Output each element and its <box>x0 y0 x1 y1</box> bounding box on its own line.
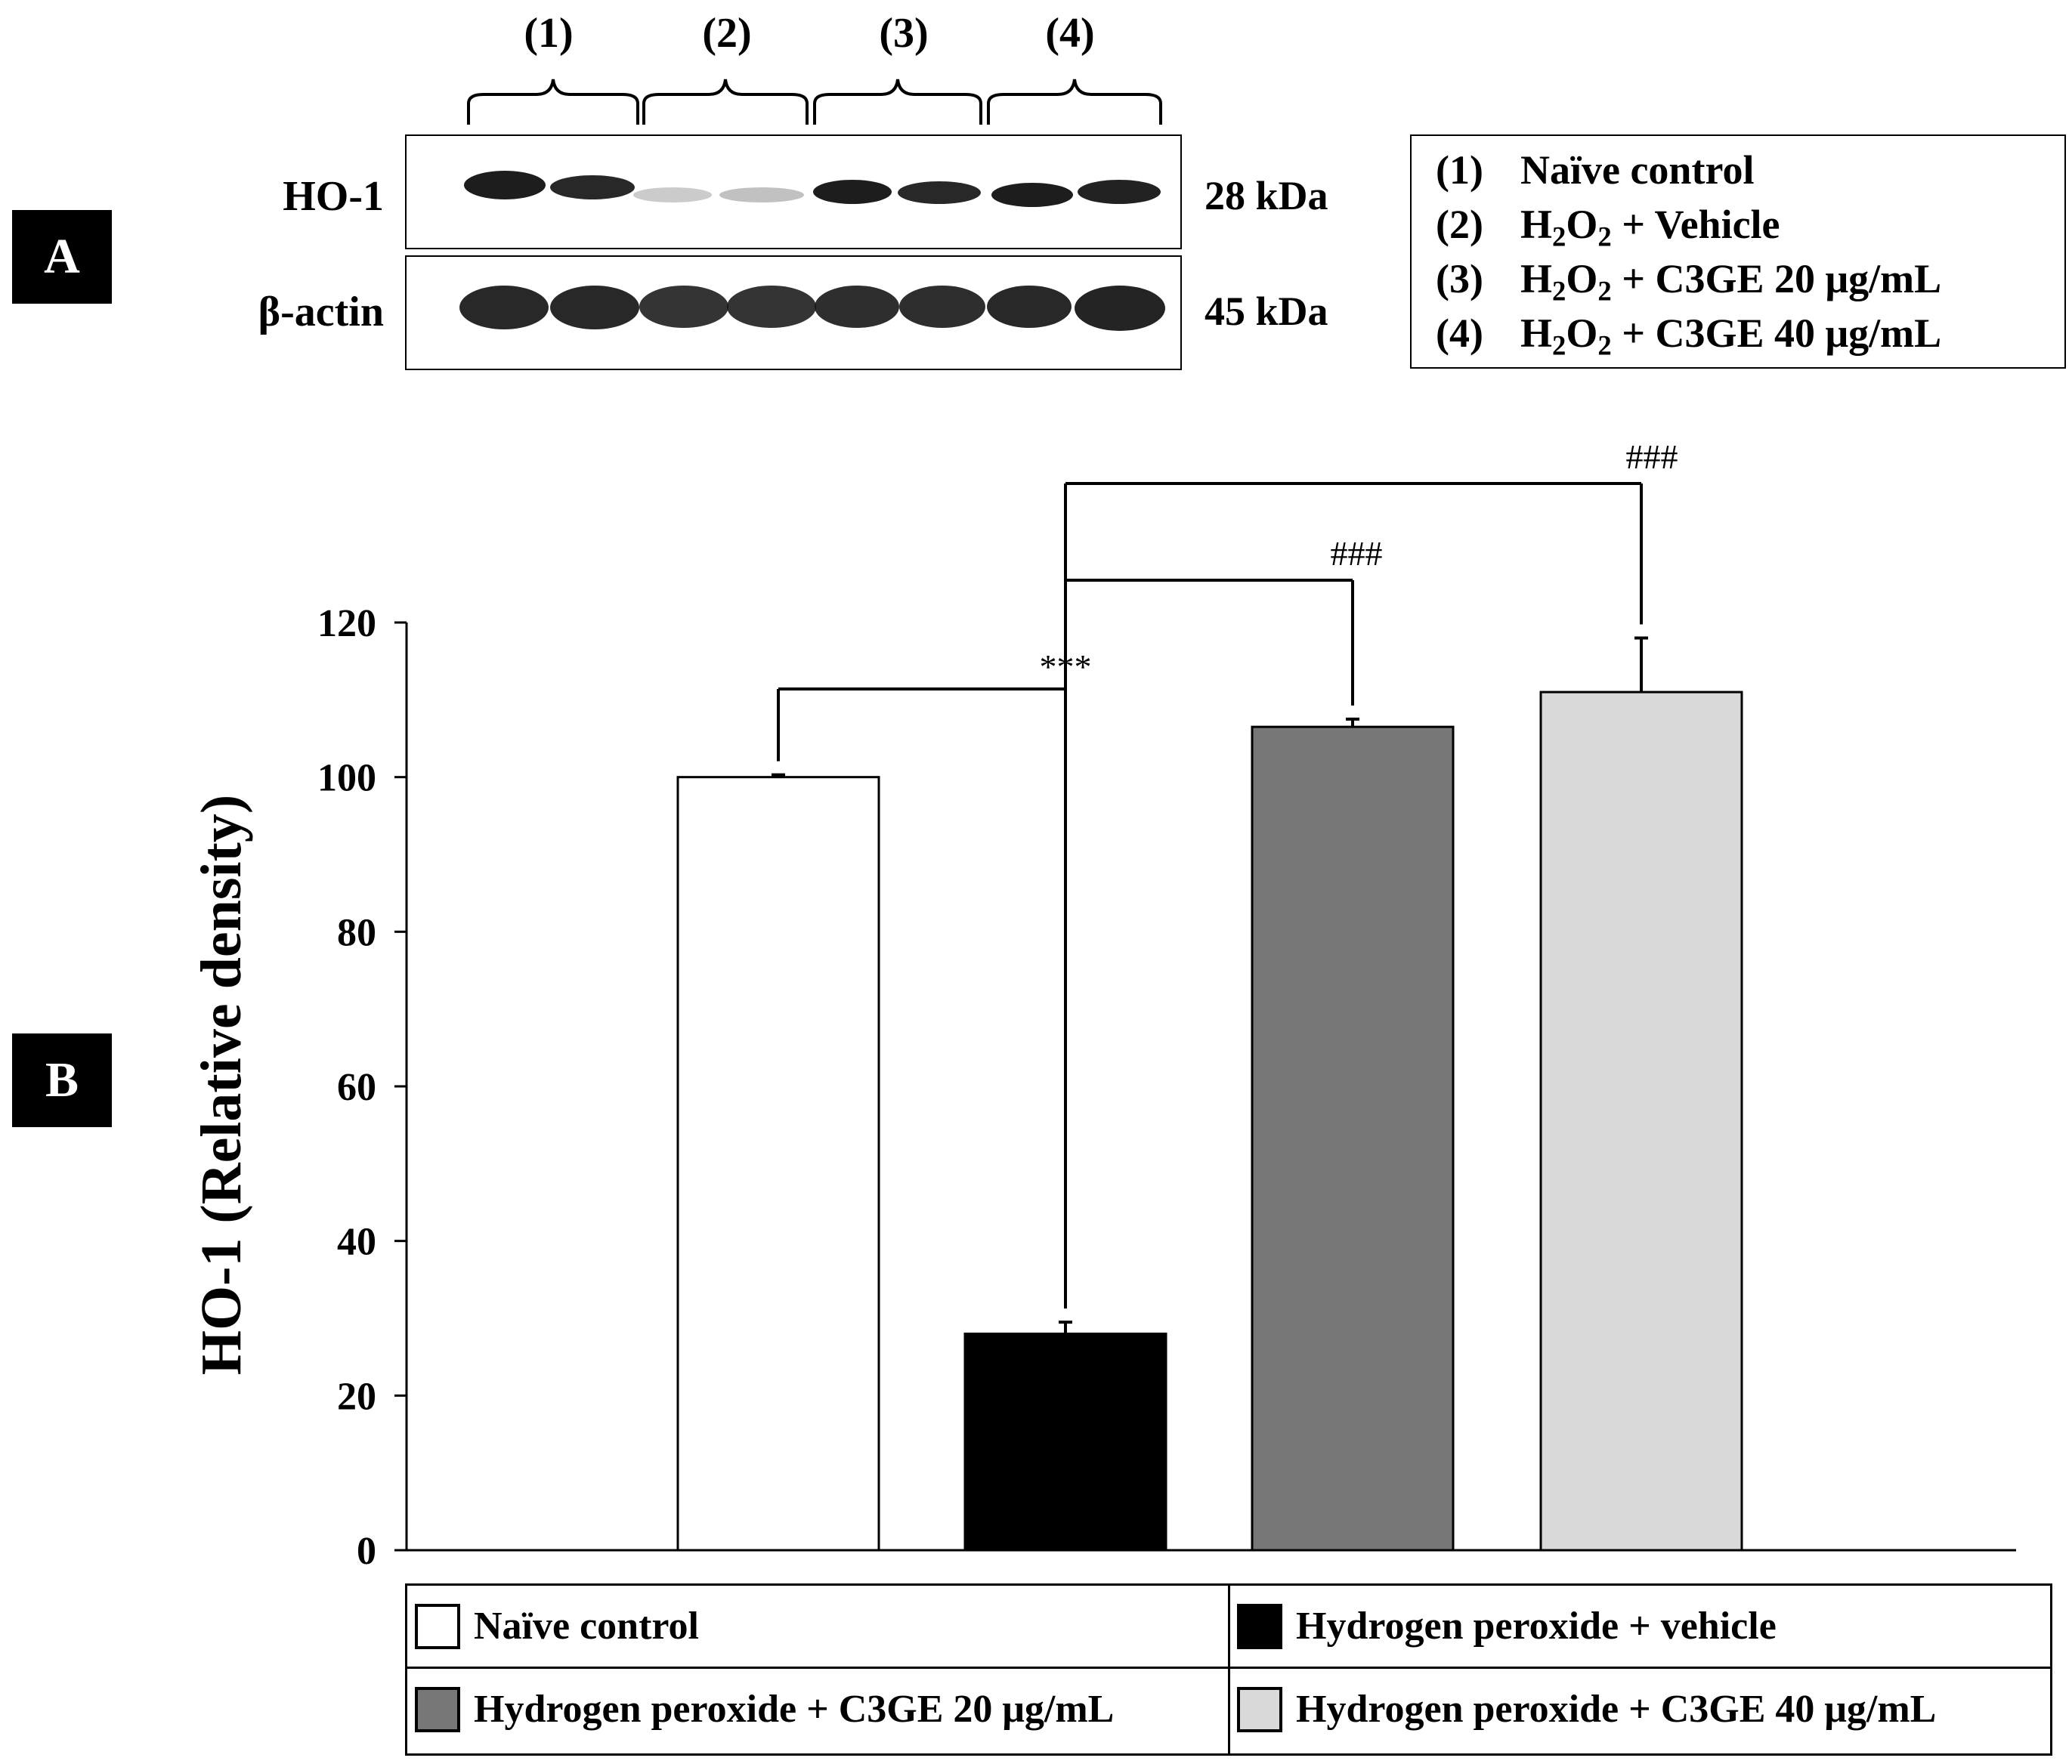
significance-label: ### <box>1331 534 1383 573</box>
significance-label: ### <box>1626 437 1678 476</box>
lane-legend-row: (1) Naïve control <box>1436 147 1755 193</box>
legend-swatch <box>415 1686 460 1732</box>
lane-bracket-1 <box>467 79 639 125</box>
bar <box>1251 725 1455 1552</box>
blot-ho1 <box>405 134 1182 249</box>
lane-bracket-2 <box>642 79 809 125</box>
actin-band <box>639 286 728 328</box>
legend-item-naive: Naïve control <box>407 1586 699 1667</box>
actin-band <box>459 286 549 329</box>
lane-bracket-3 <box>813 79 982 125</box>
actin-band <box>987 286 1072 328</box>
blot-label-ho1: HO-1 <box>283 173 384 220</box>
y-tick-label: 40 <box>337 1221 376 1264</box>
ho1-band <box>464 171 546 199</box>
actin-band <box>1075 286 1165 331</box>
y-tick-label: 100 <box>317 757 376 800</box>
bar <box>963 1332 1167 1552</box>
legend-item-vehicle: Hydrogen peroxide + vehicle <box>1229 1586 1777 1667</box>
lane-label-1: (1) <box>524 10 574 57</box>
lane-legend: (1) Naïve control (2) H2O2 + Vehicle (3) H2… <box>1410 134 2066 369</box>
legend-swatch <box>1237 1603 1282 1649</box>
blot-actin <box>405 255 1182 370</box>
y-tick-label: 120 <box>317 602 376 645</box>
ho1-band <box>719 187 804 202</box>
lane-label-4: (4) <box>1045 10 1095 57</box>
actin-band <box>727 286 816 328</box>
ho1-band <box>633 187 712 202</box>
y-tick-label: 60 <box>337 1066 376 1109</box>
lane-legend-row: (2) H2O2 + Vehicle <box>1436 202 1780 252</box>
lane-bracket-4 <box>987 79 1162 125</box>
ho1-band <box>898 181 981 204</box>
bar-chart: 0 20 40 60 80 100 120 HO-1 (Relative density) **… <box>190 437 2016 1573</box>
ho1-band <box>991 183 1073 207</box>
actin-band <box>815 286 899 328</box>
bar <box>676 776 880 1552</box>
lane-label-3: (3) <box>879 10 929 57</box>
actin-band <box>899 286 985 328</box>
legend-item-c3ge20: Hydrogen peroxide + C3GE 20 μg/mL <box>407 1669 1114 1750</box>
lane-brackets <box>467 79 1162 125</box>
ho1-band <box>1078 180 1161 204</box>
ho1-band <box>550 175 635 199</box>
legend-swatch <box>1237 1686 1282 1732</box>
panel-a-badge: A <box>12 210 112 304</box>
significance-label: *** <box>1040 647 1092 686</box>
lane-legend-row: (4) H2O2 + C3GE 40 μg/mL <box>1436 310 1942 361</box>
lane-label-2: (2) <box>702 10 752 57</box>
legend-swatch <box>415 1603 460 1649</box>
y-tick-label: 0 <box>357 1530 376 1573</box>
y-axis-label: HO-1 (Relative density) <box>190 795 253 1375</box>
y-tick-label: 20 <box>337 1375 376 1418</box>
panel-b-badge: B <box>12 1033 112 1127</box>
actin-band <box>550 286 639 329</box>
kda-ho1: 28 kDa <box>1205 173 1328 218</box>
y-tick-label: 80 <box>337 911 376 954</box>
ho1-band <box>813 180 892 204</box>
chart-legend: Naïve control Hydrogen peroxide + vehicl… <box>405 1583 2052 1756</box>
bar <box>1539 690 1743 1552</box>
lane-legend-row: (3) H2O2 + C3GE 20 μg/mL <box>1436 256 1942 307</box>
kda-actin: 45 kDa <box>1205 289 1328 334</box>
blot-label-actin: β-actin <box>258 289 384 335</box>
legend-item-c3ge40: Hydrogen peroxide + C3GE 40 μg/mL <box>1229 1669 1936 1750</box>
